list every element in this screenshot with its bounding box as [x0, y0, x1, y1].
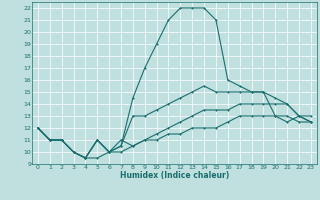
- X-axis label: Humidex (Indice chaleur): Humidex (Indice chaleur): [120, 171, 229, 180]
